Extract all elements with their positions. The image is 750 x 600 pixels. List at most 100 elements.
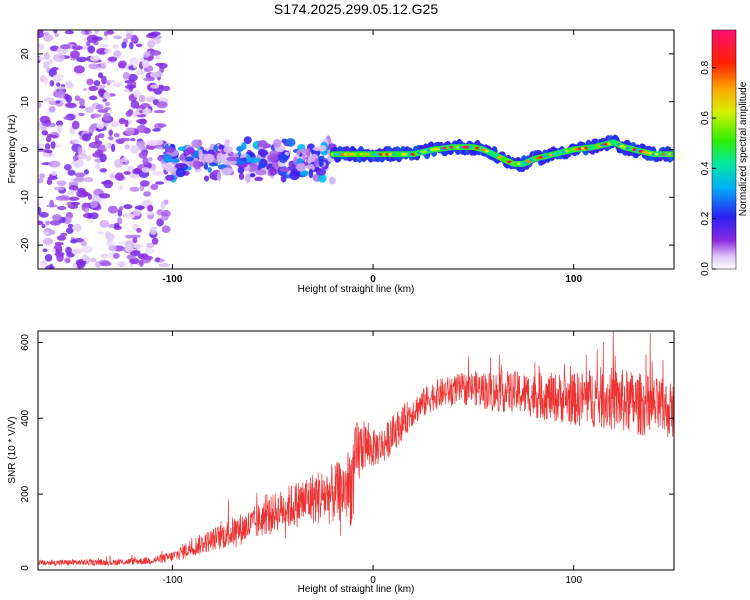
noise-blob [56,180,67,186]
noise-blob [63,164,72,171]
spectrogram-y-label: Frequency (Hz) [7,115,18,184]
noise-blob [112,82,123,88]
noise-blob [58,248,63,252]
noise-blob [103,91,111,101]
scatter-blob [278,153,289,164]
noise-blob [42,34,54,42]
noise-blob [38,30,44,33]
noise-blob [142,255,154,261]
snr-y-ticks: 0 200 400 600 [20,334,674,571]
noise-blob [73,65,85,74]
scatter-blob [254,176,264,182]
scatter-blob [203,175,210,182]
noise-blob [57,205,67,211]
noise-blob [76,56,88,63]
noise-blob [129,255,137,259]
noise-blob [97,72,104,79]
noise-blob [107,136,114,141]
noise-blob [98,193,111,199]
noise-blob [80,240,87,247]
scatter-blob [293,156,298,165]
noise-blob [124,84,137,89]
snr-y-label: SNR (10 * V/V) [7,416,18,483]
spectrogram-marks [38,30,674,269]
noise-blob [84,30,90,35]
noise-blob [155,257,161,263]
noise-blob [54,32,60,38]
noise-blob [38,201,44,205]
noise-blob [38,56,46,61]
noise-blob [73,177,85,183]
noise-blob [99,220,110,228]
scatter-blob [208,162,218,167]
noise-blob [88,85,99,92]
noise-blob [104,101,111,107]
noise-blob [110,143,116,153]
noise-blob [42,152,50,158]
noise-blob [49,79,55,87]
noise-blob [38,206,42,215]
tone-core [500,157,506,161]
noise-blob [142,157,149,166]
noise-blob [52,214,62,221]
noise-blob [89,55,100,62]
scatter-blob [318,158,324,167]
noise-blob [132,168,141,175]
noise-blob [96,121,105,130]
noise-blob [154,71,163,78]
noise-blob [143,191,152,197]
snr-x-label: Height of straight line (km) [298,584,415,595]
noise-blob [99,153,107,163]
noise-blob [137,146,148,151]
noise-blob [72,154,78,162]
noise-blob [104,107,111,111]
scatter-blob [185,147,195,155]
noise-blob [71,201,81,206]
scatter-blob [204,153,215,163]
noise-blob [108,245,117,252]
noise-blob [50,141,56,149]
noise-blob [56,89,66,99]
noise-blob [39,115,51,124]
noise-blob [77,153,88,160]
noise-blob [49,219,61,226]
noise-blob [60,232,68,237]
noise-blob [154,55,161,60]
noise-blob [117,217,123,225]
noise-blob [93,80,101,87]
noise-blob [83,88,88,92]
noise-blob [70,50,80,59]
noise-blob [136,124,147,134]
noise-blob [123,204,133,210]
spectrogram-y-ticks: -20 -10 0 10 20 [20,48,674,252]
scatter-blob [318,173,327,183]
scatter-blob [285,138,296,147]
noise-blob [90,200,99,209]
noise-blob [119,137,131,142]
noise-blob [83,177,94,183]
noise-blob [156,218,164,227]
noise-blob [43,51,50,61]
noise-blob [44,150,53,154]
noise-blob [55,120,64,127]
noise-blob [160,201,166,210]
scatter-blob [279,167,291,173]
x-tick-label: 100 [565,575,582,586]
noise-blob [130,34,138,43]
tone-core [497,155,503,159]
scatter-blob [163,153,173,164]
noise-blob [113,132,120,138]
scatter-blob [198,149,203,160]
noise-blob [43,76,49,85]
noise-blob [90,113,96,120]
x-tick-label: 100 [565,274,582,285]
colorbar-tick-label: 0.8 [700,60,711,74]
noise-blob [97,109,109,113]
noise-blob [73,223,82,233]
noise-blob [136,227,142,233]
noise-blob [99,43,109,48]
noise-blob [39,173,46,179]
tone-core [523,161,528,165]
scatter-blob [267,154,278,162]
